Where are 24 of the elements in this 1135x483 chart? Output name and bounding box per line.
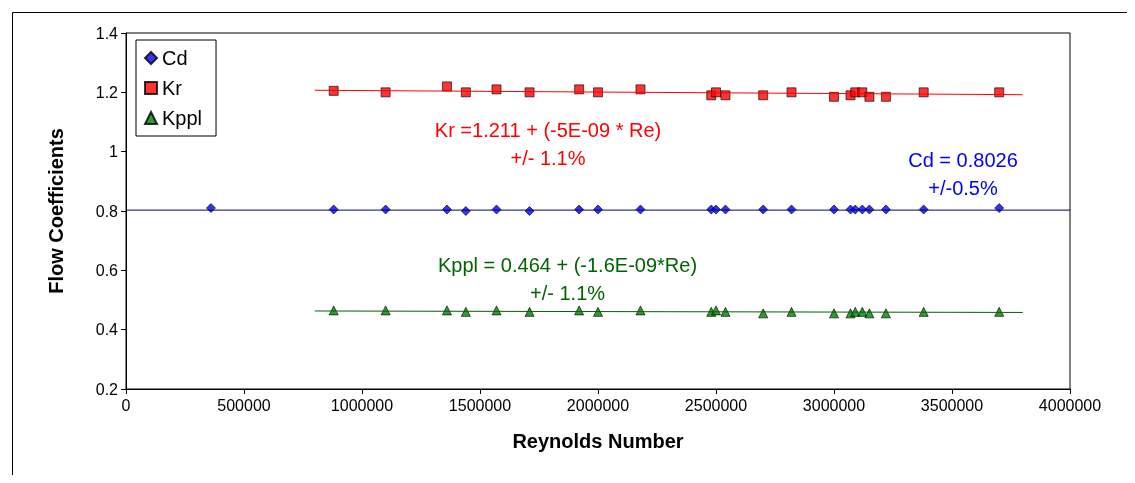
x-tick-label: 0 — [121, 396, 131, 414]
annotation: Kr =1.211 + (-5E-09 * Re) +/- 1.1% — [434, 119, 662, 169]
y-tick-label: 0.8 — [95, 202, 119, 220]
x-tick-label: 1500000 — [448, 396, 512, 414]
legend-label: Cd — [162, 47, 188, 69]
x-tick-label: 3000000 — [802, 396, 866, 414]
x-tick-label: 2500000 — [684, 396, 748, 414]
x-tick-label: 3500000 — [920, 396, 984, 414]
annotation: Kppl = 0.464 + (-1.6E-09*Re) +/- 1.1% — [438, 254, 698, 304]
x-axis-title: Reynolds Number — [512, 430, 684, 452]
y-axis-title: Flow Coefficients — [45, 128, 67, 294]
y-tick-label: 1.4 — [95, 24, 119, 42]
y-tick-label: 0.2 — [95, 380, 119, 398]
y-tick-label: 1.2 — [95, 83, 119, 101]
x-tick-label: 1000000 — [330, 396, 394, 414]
legend-label: Kppl — [162, 107, 203, 129]
y-tick-label: 0.4 — [95, 321, 119, 339]
x-tick-label: 500000 — [217, 396, 271, 414]
x-tick-label: 4000000 — [1038, 396, 1102, 414]
y-tick-label: 0.6 — [95, 261, 119, 279]
y-tick-label: 1 — [109, 143, 119, 161]
x-tick-label: 2000000 — [566, 396, 630, 414]
annotation: Cd = 0.8026 +/-0.5% — [908, 149, 1018, 199]
legend-label: Kr — [162, 77, 183, 99]
